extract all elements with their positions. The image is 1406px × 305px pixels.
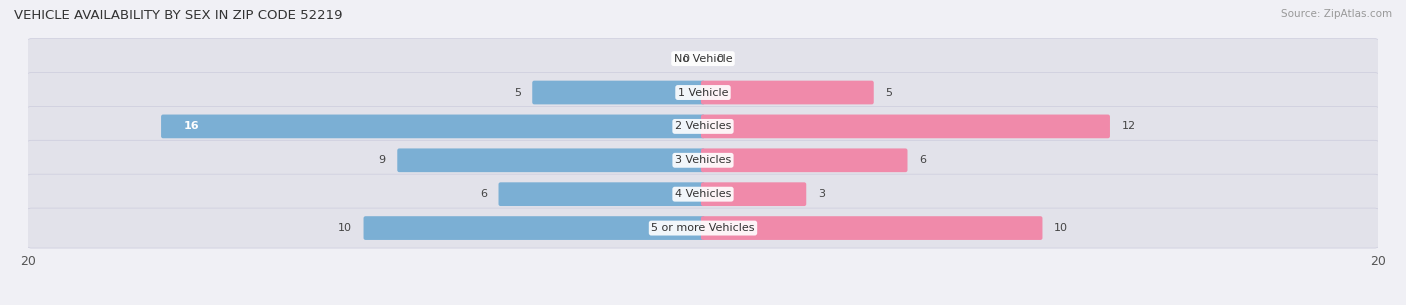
FancyBboxPatch shape <box>702 182 806 206</box>
Text: 0: 0 <box>717 54 724 64</box>
Text: 6: 6 <box>920 155 927 165</box>
Text: 16: 16 <box>183 121 200 131</box>
Text: 5 or more Vehicles: 5 or more Vehicles <box>651 223 755 233</box>
Text: 10: 10 <box>1054 223 1069 233</box>
FancyBboxPatch shape <box>25 208 1381 248</box>
Text: 5: 5 <box>886 88 893 98</box>
Text: 1 Vehicle: 1 Vehicle <box>678 88 728 98</box>
Text: 4 Vehicles: 4 Vehicles <box>675 189 731 199</box>
FancyBboxPatch shape <box>702 149 907 172</box>
FancyBboxPatch shape <box>25 140 1381 180</box>
FancyBboxPatch shape <box>702 81 873 104</box>
FancyBboxPatch shape <box>398 149 704 172</box>
FancyBboxPatch shape <box>533 81 704 104</box>
Text: VEHICLE AVAILABILITY BY SEX IN ZIP CODE 52219: VEHICLE AVAILABILITY BY SEX IN ZIP CODE … <box>14 9 343 22</box>
Text: 3 Vehicles: 3 Vehicles <box>675 155 731 165</box>
FancyBboxPatch shape <box>25 174 1381 214</box>
FancyBboxPatch shape <box>702 216 1042 240</box>
Text: 3: 3 <box>818 189 825 199</box>
Text: 5: 5 <box>513 88 520 98</box>
Text: 2 Vehicles: 2 Vehicles <box>675 121 731 131</box>
Text: 10: 10 <box>337 223 352 233</box>
FancyBboxPatch shape <box>499 182 704 206</box>
FancyBboxPatch shape <box>702 115 1109 138</box>
Text: 6: 6 <box>479 189 486 199</box>
FancyBboxPatch shape <box>25 73 1381 113</box>
FancyBboxPatch shape <box>162 115 704 138</box>
FancyBboxPatch shape <box>25 39 1381 79</box>
Text: Source: ZipAtlas.com: Source: ZipAtlas.com <box>1281 9 1392 19</box>
Text: 9: 9 <box>378 155 385 165</box>
FancyBboxPatch shape <box>364 216 704 240</box>
Text: 12: 12 <box>1122 121 1136 131</box>
Text: 0: 0 <box>682 54 689 64</box>
FancyBboxPatch shape <box>25 106 1381 146</box>
Text: No Vehicle: No Vehicle <box>673 54 733 64</box>
